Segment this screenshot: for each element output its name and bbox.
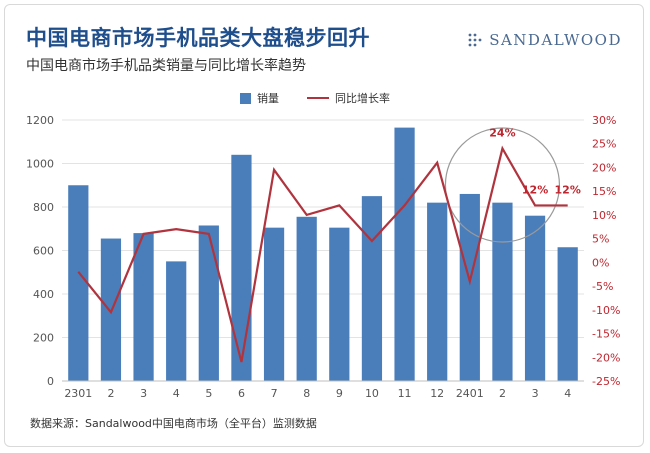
bar [524, 215, 546, 381]
bar [68, 185, 89, 381]
y-tick-label-right: -20% [592, 351, 620, 364]
bar [557, 247, 578, 381]
y-tick-label-right: 15% [592, 185, 616, 198]
legend-item-bar: 销量 [240, 90, 279, 106]
x-tick-label: 2301 [64, 387, 92, 400]
legend-swatch-bar [240, 92, 251, 104]
x-tick-label: 2401 [456, 387, 484, 400]
chart-legend: 销量 同比增长率 [240, 90, 390, 106]
data-label: 24% [489, 126, 515, 139]
y-tick-label-right: -15% [592, 328, 620, 341]
bar [166, 261, 187, 381]
x-tick-label: 4 [564, 387, 571, 400]
y-tick-label-left: 0 [47, 375, 54, 388]
x-tick-label: 5 [205, 387, 212, 400]
y-tick-label-left: 1200 [26, 114, 54, 127]
x-tick-label: 2 [107, 387, 114, 400]
bar [361, 196, 383, 381]
x-tick-label: 7 [271, 387, 278, 400]
y-tick-label-right: 5% [592, 233, 609, 246]
y-tick-label-right: 25% [592, 138, 616, 151]
y-tick-label-right: -25% [592, 375, 620, 388]
chart-subtitle: 中国电商市场手机品类销量与同比增长率趋势 [26, 58, 306, 74]
brand-logo: SANDALWOOD [467, 31, 622, 49]
y-tick-label-right: 0% [592, 256, 609, 269]
y-tick-label-right: 20% [592, 161, 616, 174]
x-tick-label: 3 [140, 387, 147, 400]
bar [133, 233, 154, 381]
legend-label-bar: 销量 [257, 92, 279, 105]
x-tick-label: 12 [430, 387, 444, 400]
legend-label-line: 同比增长率 [335, 92, 390, 105]
y-tick-label-left: 400 [33, 288, 54, 301]
x-tick-label: 2 [499, 387, 506, 400]
y-tick-label-right: 10% [592, 209, 616, 222]
bar [427, 202, 448, 381]
bar [394, 127, 415, 381]
growth-rate-line [77, 145, 568, 363]
bar [263, 227, 285, 381]
highlight-circle [444, 127, 561, 243]
bar [329, 227, 350, 381]
data-label: 12% [522, 183, 548, 196]
chart-title: 中国电商市场手机品类大盘稳步回升 [26, 26, 370, 50]
brand-name: SANDALWOOD [489, 31, 622, 49]
y-tick-label-left: 800 [33, 201, 54, 214]
x-tick-label: 8 [303, 387, 310, 400]
legend-swatch-line [307, 97, 329, 99]
x-tick-label: 11 [398, 387, 412, 400]
dot-grid-icon [468, 33, 482, 47]
data-label: 12% [555, 183, 581, 196]
legend-item-line: 同比增长率 [307, 90, 390, 106]
bar [198, 225, 219, 381]
x-tick-label: 3 [532, 387, 539, 400]
bar [492, 202, 513, 381]
bar [231, 154, 252, 381]
x-tick-label: 6 [238, 387, 245, 400]
y-tick-label-left: 600 [33, 245, 54, 258]
y-tick-label-left: 1000 [26, 158, 54, 171]
x-tick-label: 9 [336, 387, 343, 400]
data-source-note: 数据来源：Sandalwood中国电商市场（全平台）监测数据 [30, 417, 317, 430]
x-tick-label: 4 [173, 387, 180, 400]
y-tick-label-right: -10% [592, 304, 620, 317]
bar [296, 216, 317, 381]
y-tick-label-right: -5% [592, 280, 613, 293]
y-tick-label-left: 200 [33, 332, 54, 345]
y-tick-label-right: 30% [592, 114, 616, 127]
bar [459, 193, 480, 381]
x-tick-label: 10 [365, 387, 379, 400]
